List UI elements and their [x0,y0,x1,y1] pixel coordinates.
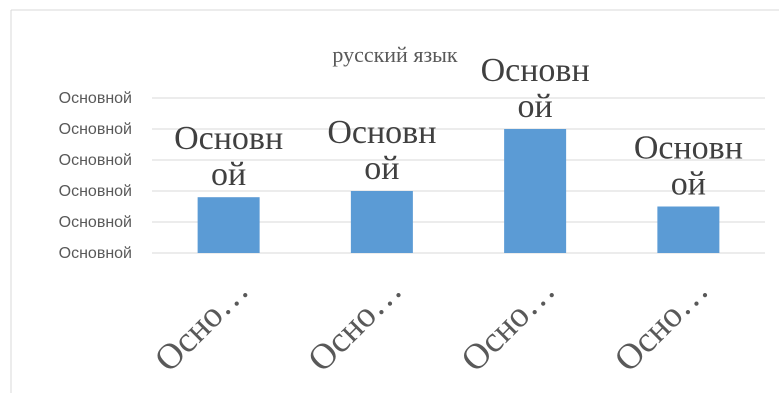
y-tick-label: Основной [59,214,132,231]
bar [657,206,720,253]
data-label: Основн [481,52,590,89]
y-tick-label: Основной [59,245,132,262]
data-label: ой [671,166,706,203]
bars [197,129,720,253]
y-tick-label: Основной [59,183,132,200]
y-tick-label: Основной [59,152,132,169]
bar [350,191,413,253]
data-label: ой [211,156,246,193]
data-label: ой [518,88,553,125]
data-label: ой [364,150,399,187]
y-axis-ticks: Основной Основной Основной Основной Основной… [59,90,132,262]
bar [504,129,567,253]
data-label: Основн [174,120,283,157]
bar [197,197,260,253]
data-label: Основн [327,114,436,151]
data-label: Основн [634,130,743,167]
y-tick-label: Основной [59,121,132,138]
y-tick-label: Основной [59,90,132,107]
chart-title: русский язык [332,42,458,67]
